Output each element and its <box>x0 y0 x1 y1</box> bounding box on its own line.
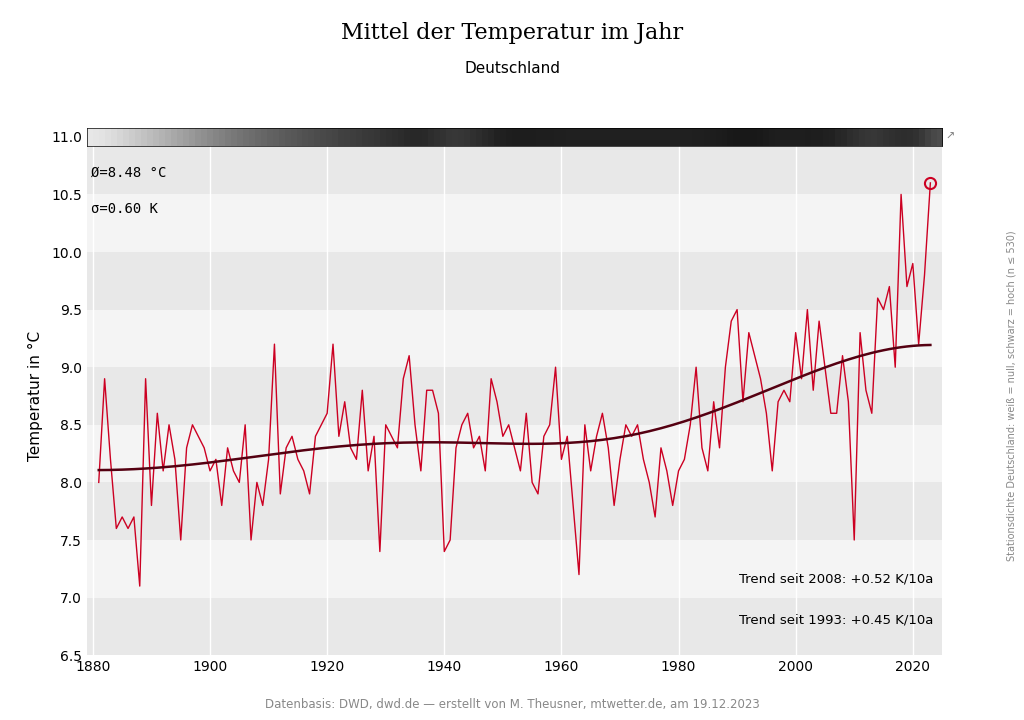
Text: Datenbasis: DWD, dwd.de — erstellt von M. Theusner, mtwetter.de, am 19.12.2023: Datenbasis: DWD, dwd.de — erstellt von M… <box>264 698 760 711</box>
Bar <box>87 310 942 367</box>
Bar <box>87 194 942 252</box>
Text: ↗: ↗ <box>945 132 954 142</box>
Bar <box>87 482 942 540</box>
Text: Trend seit 2008: +0.52 K/10a: Trend seit 2008: +0.52 K/10a <box>739 572 934 585</box>
Text: Ø=8.48 °C: Ø=8.48 °C <box>91 166 167 179</box>
Text: Trend seit 1993: +0.45 K/10a: Trend seit 1993: +0.45 K/10a <box>739 613 934 626</box>
Bar <box>87 137 942 194</box>
Bar <box>87 540 942 598</box>
Bar <box>87 598 942 655</box>
Text: Deutschland: Deutschland <box>464 61 560 76</box>
Text: Stationsdichte Deutschland: weiß = null, schwarz = hoch (n ≤ 530): Stationsdichte Deutschland: weiß = null,… <box>1007 230 1017 562</box>
Bar <box>87 367 942 425</box>
Y-axis label: Temperatur in °C: Temperatur in °C <box>28 331 43 461</box>
Bar <box>87 425 942 482</box>
Bar <box>87 252 942 310</box>
Text: Mittel der Temperatur im Jahr: Mittel der Temperatur im Jahr <box>341 22 683 44</box>
Text: σ=0.60 K: σ=0.60 K <box>91 202 159 215</box>
